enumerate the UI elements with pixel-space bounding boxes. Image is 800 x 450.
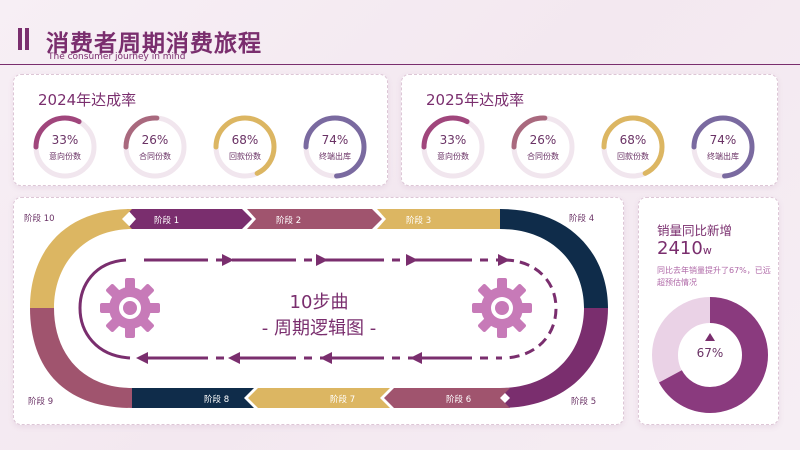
gauge-ring [511,115,575,179]
donut-percentage: 67% [696,346,724,360]
cycle-flow-diagram [30,209,608,408]
gauge-label: 终端出库 [707,152,739,161]
stage-9-arrow [30,308,132,408]
stage-6-label: 阶段 6 [446,395,472,405]
gauge-progress-arc [33,115,97,179]
stage-7-label: 阶段 7 [330,395,356,405]
sales-unit: w [702,244,712,257]
stage-1-label: 阶段 1 [154,216,180,226]
gauge-percentage: 68% [231,133,259,147]
gauge-progress-arc [691,115,755,179]
stage-2-arrow [247,209,382,229]
rates-2024-title: 2024年达成率 [38,91,137,109]
gauge-percentage: 33% [439,133,467,147]
page-subtitle: The consumer journey in mind [48,52,186,62]
gauge-ring [213,115,277,179]
stage-9-label: 阶段 9 [28,397,54,407]
stage-10-arrow [30,209,132,308]
stage-5-arrow [500,308,608,408]
stage-7-arrow [248,388,390,408]
stage-8-label: 阶段 8 [204,395,230,405]
gauge-progress-arc [213,115,277,179]
stage-8-arrow [122,388,254,408]
header: 消费者周期消费旅程 The consumer journey in mind [0,0,800,70]
left-gear-icon [100,278,160,338]
gauge-label: 意向份数 [437,152,469,161]
gauge-4: 74% 终端出库 [688,115,758,179]
sales-value: 2410w [657,238,712,259]
stage-4-arrow [500,209,608,308]
gauge-2: 26% 合同份数 [120,115,190,179]
inner-loop-right [503,258,558,360]
sales-growth-card: 销量同比新增 2410w 同比去年销量提升了67%，已远超预估情况 67% [638,197,779,425]
cycle-center-subtitle: - 周期逻辑图 - [261,318,377,339]
gauge-percentage: 74% [709,133,737,147]
gauge-percentage: 26% [141,133,169,147]
inner-loop-arrowheads [136,254,510,364]
gauge-progress-arc [123,115,187,179]
stage-3-arrow [377,209,508,229]
gauge-progress-arc [421,115,485,179]
sales-title: 销量同比新增 [657,223,733,238]
stage-1-arrow [127,209,252,229]
gauge-4: 74% 终端出库 [300,115,370,179]
page-title: 消费者周期消费旅程 [46,31,262,57]
rates-2025-gauges: 33% 意向份数 26% 合同份数 68% 回款份数 74% 终端出库 [418,115,768,179]
gauge-1: 33% 意向份数 [30,115,100,179]
stage-10-label: 阶段 10 [24,214,55,224]
gauge-percentage: 74% [321,133,349,147]
stage-4-label: 阶段 4 [569,214,595,224]
gauge-3: 68% 回款份数 [598,115,668,179]
title-accent-bars [18,28,30,50]
sales-description: 同比去年销量提升了67%，已远超预估情况 [657,266,771,287]
gauge-progress-arc [601,115,665,179]
gauge-label: 合同份数 [527,152,559,161]
gauge-label: 意向份数 [49,152,81,161]
rates-2024-gauges: 33% 意向份数 26% 合同份数 68% 回款份数 74% 终端出库 [30,115,380,179]
stage-3-label: 阶段 3 [406,216,432,226]
gauge-ring [691,115,755,179]
up-triangle-icon [705,333,715,341]
rates-2025-card: 2025年达成率 33% 意向份数 26% 合同份数 68% 回款份数 74% 终端出库 [401,74,778,186]
gauge-percentage: 26% [529,133,557,147]
cycle-flow-card: 阶段 10 阶段 1 阶段 2 阶段 3 阶段 4 阶段 5 阶段 6 阶段 7… [13,197,624,425]
gauge-1: 33% 意向份数 [418,115,488,179]
inner-loop-left [78,258,131,360]
rates-2024-card: 2024年达成率 33% 意向份数 26% 合同份数 68% 回款份数 74% 终端出库 [13,74,388,186]
gauge-progress-arc [511,115,575,179]
header-divider [0,64,800,65]
gauge-ring [421,115,485,179]
gauge-label: 回款份数 [617,152,649,161]
gauge-label: 回款份数 [229,152,261,161]
gauge-percentage: 33% [51,133,79,147]
stage-2-label: 阶段 2 [276,216,302,226]
gauge-percentage: 68% [619,133,647,147]
gauge-2: 26% 合同份数 [508,115,578,179]
sales-number: 2410 [657,238,703,259]
donut-progress-arc [652,297,768,413]
gauge-ring [123,115,187,179]
gauge-progress-arc [303,115,367,179]
cycle-center-title: 10步曲 [289,292,349,313]
gauge-3: 68% 回款份数 [210,115,280,179]
sales-donut-chart: 67% [651,296,769,414]
stage-6-arrow [384,388,510,408]
rates-2025-title: 2025年达成率 [426,91,525,109]
right-gear-icon [472,278,532,338]
gauge-label: 合同份数 [139,152,171,161]
gauge-ring [601,115,665,179]
gauge-ring [303,115,367,179]
stage-5-label: 阶段 5 [571,397,597,407]
gauge-ring [33,115,97,179]
sales-donut-svg [652,297,768,413]
gauge-label: 终端出库 [319,152,351,161]
